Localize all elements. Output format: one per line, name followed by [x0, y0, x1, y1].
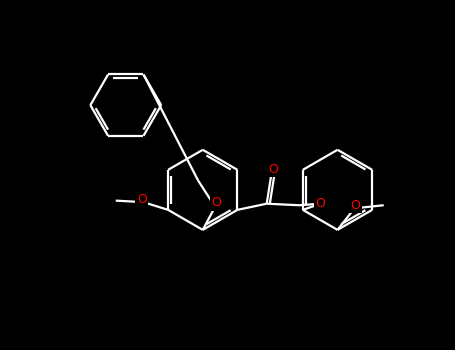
- Text: O: O: [268, 162, 278, 176]
- Text: O: O: [137, 193, 147, 206]
- Text: O: O: [316, 197, 325, 210]
- Text: O: O: [212, 196, 222, 209]
- Text: O: O: [350, 199, 360, 212]
